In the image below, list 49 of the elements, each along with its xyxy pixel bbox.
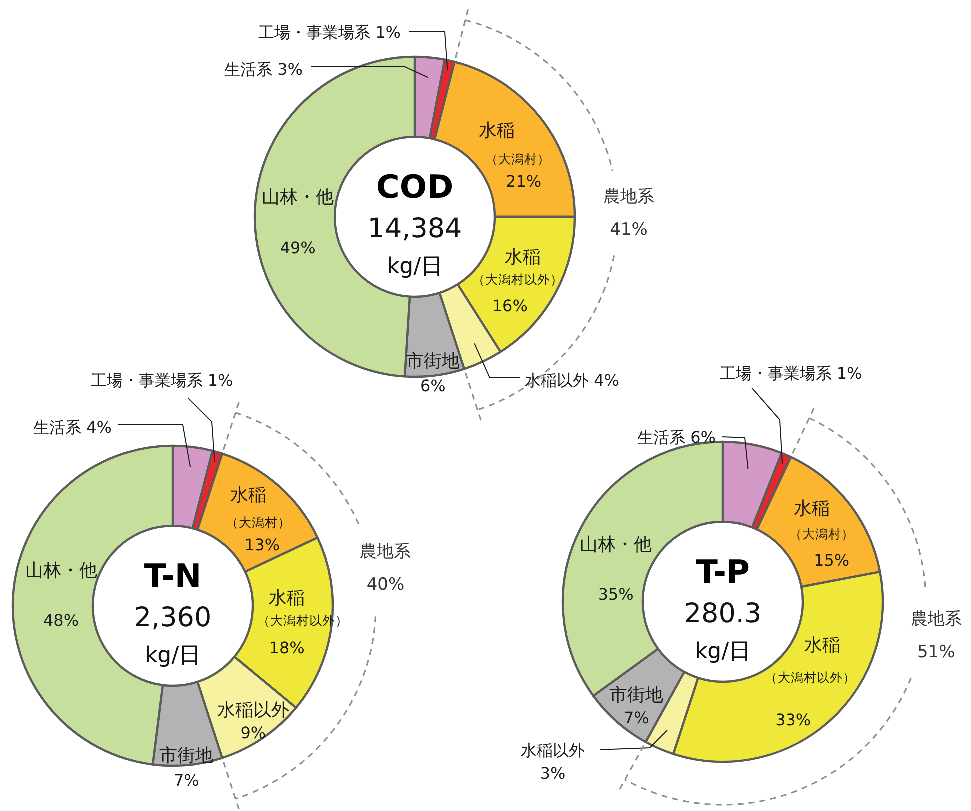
slice-label: 工場・事業場系	[720, 364, 832, 382]
data-label: 7%	[174, 770, 200, 790]
slice-label: 市街地	[160, 744, 214, 766]
data-label: 33%	[776, 710, 812, 730]
text: 14,384 kg/日	[368, 214, 462, 280]
data-label: 48%	[43, 610, 80, 630]
slice-label: 生活系	[638, 428, 686, 446]
data-label: 4%	[82, 418, 112, 436]
slice-label: 水稲（大潟村以外）	[472, 246, 564, 286]
slice-label: 水稲（大潟村）	[789, 498, 854, 541]
data-label: 35%	[598, 585, 634, 604]
data-label: 6%	[686, 428, 716, 446]
data-label: 13%	[244, 535, 280, 554]
data-label: 1%	[202, 370, 234, 390]
slice-label: 水稲以外	[217, 700, 290, 721]
text: 280.3 kg/日	[684, 598, 762, 664]
data-label: 16%	[492, 296, 528, 316]
slice-label: 工場・事業場系	[90, 370, 203, 390]
data-label: 3%	[540, 764, 566, 782]
slice-label: 山林・他	[25, 560, 98, 581]
slice-label: 水稲以外	[525, 370, 589, 390]
text: COD	[376, 168, 454, 206]
data-label: 4%	[589, 370, 620, 390]
data-label: 7%	[624, 708, 650, 728]
text: 農地系 51%	[910, 609, 962, 662]
data-label: 15%	[814, 550, 850, 570]
text: 農地系 40%	[360, 542, 412, 595]
slice-label: 水稲（大潟村以外）	[764, 634, 856, 685]
data-label: 1%	[832, 364, 862, 382]
slice-label: 工場・事業場系	[258, 22, 371, 42]
slice-label: 水稲（大潟村）	[478, 120, 550, 166]
text: T-N	[144, 557, 202, 595]
data-label: 49%	[280, 238, 316, 258]
slice-label: 山林・他	[262, 186, 334, 208]
slice-label: 生活系	[34, 418, 82, 436]
slice-label: 山林・他	[580, 534, 652, 556]
data-label: 3%	[272, 60, 303, 78]
data-label: 1%	[370, 22, 401, 42]
slice-label: 水稲以外	[521, 740, 585, 760]
text: T-P	[696, 553, 750, 591]
text: 農地系 41%	[603, 186, 654, 240]
data-label: 18%	[269, 638, 305, 658]
slice-label: 生活系	[224, 60, 273, 78]
data-label: 21%	[506, 172, 542, 191]
slice-label: 市街地	[610, 684, 664, 706]
slice-label: 水稲（大潟村）	[226, 484, 291, 530]
text: 2,360 kg/日	[134, 602, 212, 668]
data-label: 6%	[420, 376, 446, 396]
data-label: 9%	[240, 724, 266, 743]
